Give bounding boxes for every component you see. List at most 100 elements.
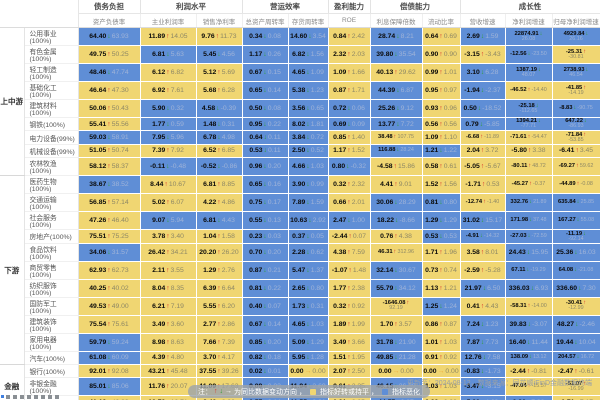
metric-prev-value: 92.19 xyxy=(389,305,403,312)
metric-prev-value: 46.54 xyxy=(569,71,583,78)
metric-value: -71.61 xyxy=(510,134,527,141)
metric-prev-value: 2.86 xyxy=(221,320,235,328)
metric-prev-value: 0.06 xyxy=(351,105,365,112)
metric-prev-value: 1.66 xyxy=(351,69,365,76)
up-arrow-icon: ↑ xyxy=(107,284,111,292)
down-arrow-icon: ↓ xyxy=(479,120,484,128)
metric-cell: -47.04↑-15.57 xyxy=(505,377,553,397)
metric-value: 39.83 xyxy=(509,320,527,328)
metric-prev-value: 34.12 xyxy=(398,284,416,292)
metric-value: 49.75 xyxy=(89,51,107,58)
metric-value: 4.65 xyxy=(292,320,306,328)
metric-cell: 635.84↓25.85 xyxy=(552,193,600,213)
metric-cell: 0.02↓0.01 xyxy=(242,364,289,379)
metric-cell: 4.38↑7.59 xyxy=(328,243,371,262)
metric-prev-value: 31.57 xyxy=(111,248,129,256)
metric-value: 8.44 xyxy=(150,181,164,189)
metric-prev-value: 0.26 xyxy=(267,51,281,58)
metric-prev-value: -3.07 xyxy=(531,320,548,328)
down-arrow-icon: ↓ xyxy=(306,266,310,274)
up-arrow-icon: ↑ xyxy=(166,284,170,292)
metric-value: 0.96 xyxy=(249,163,263,171)
metric-prev-value: 1.48 xyxy=(352,266,367,274)
metric-value: 4929.84 xyxy=(563,30,585,37)
metric-prev-value: 28.24 xyxy=(400,147,414,154)
metric-prev-value: 1.56 xyxy=(443,181,457,189)
metric-prev-value: 7.61 xyxy=(170,87,184,94)
down-arrow-icon: ↓ xyxy=(263,181,267,189)
metric-cell: 58.12↑58.37 xyxy=(78,157,141,177)
metric-value: 0.40 xyxy=(249,302,263,310)
up-arrow-icon: ↑ xyxy=(217,284,221,292)
down-arrow-icon: ↓ xyxy=(477,105,482,112)
metric-cell: 1.04↑1.58 xyxy=(196,229,243,244)
metric-prev-value: 3.40 xyxy=(170,232,184,240)
metric-value: 0.81 xyxy=(425,199,439,207)
down-arrow-icon: ↓ xyxy=(576,217,580,224)
metric-cell: 19.44↓10.04 xyxy=(552,333,600,352)
metric-prev-value: 7.39 xyxy=(221,338,235,346)
up-arrow-icon: ↑ xyxy=(347,69,351,76)
metric-cell: 40.13↑29.62 xyxy=(370,63,423,82)
metric-value: 6.82 xyxy=(292,51,306,58)
metric-value: -5.80 xyxy=(511,147,527,155)
metric-value: 167.27 xyxy=(557,217,576,224)
up-arrow-icon: ↑ xyxy=(394,181,398,189)
metric-prev-value: -3.43 xyxy=(485,51,501,58)
up-arrow-icon: ↑ xyxy=(406,300,410,307)
up-arrow-icon: ↑ xyxy=(527,87,531,93)
metric-value: 3.58 xyxy=(466,248,480,256)
metric-prev-value: 1.40 xyxy=(351,134,365,142)
metric-prev-value: 1.96 xyxy=(443,248,457,256)
metric-prev-value: -16.99 xyxy=(568,386,584,393)
metric-cell: 6.52↑6.85 xyxy=(196,144,243,159)
metric-value: 34.06 xyxy=(89,248,107,256)
metric-cell: 11.76↑20.07 xyxy=(140,377,197,397)
legend: 注： ↑ ↓ → 为同比数据变动方向 ， 指标好转或持平 ， 指标恶化 xyxy=(188,385,430,398)
metric-value: 0.34 xyxy=(249,33,263,40)
metric-cell: 39.80↓35.54 xyxy=(370,45,423,64)
metric-prev-value: 0.61 xyxy=(443,163,457,171)
metric-prev-value: 0.03 xyxy=(267,232,281,240)
metric-value: 50.06 xyxy=(89,105,107,112)
metric-cell: 4.65↓1.09 xyxy=(288,63,329,82)
metric-prev-value: 0.15 xyxy=(267,69,281,76)
up-arrow-icon: ↑ xyxy=(439,134,443,142)
metric-value: 32.14 xyxy=(376,266,394,274)
metric-value: 0.99 xyxy=(425,69,439,76)
metric-prev-value: 1.03 xyxy=(310,163,324,171)
metric-cell: 0.50↓0.08 xyxy=(242,99,289,118)
up-arrow-icon: ↑ xyxy=(394,320,398,328)
metric-cell: 4.39↑4.80 xyxy=(140,351,197,365)
metric-prev-value: 11.44 xyxy=(531,338,548,346)
metric-cell: 55.79↓34.12 xyxy=(370,279,423,298)
metric-cell: 28.74↓8.21 xyxy=(370,27,423,46)
metric-value: -41.85 xyxy=(565,84,583,91)
table-row: 汽车(100%) 61.08↓60.09 4.39↑4.80 3.70↑4.17 0.8… xyxy=(0,351,600,365)
down-arrow-icon: ↓ xyxy=(263,232,267,240)
column-header: 主业利润率 xyxy=(140,13,197,28)
metric-cell: 204.57↓16.72 xyxy=(552,351,600,365)
up-arrow-icon: ↑ xyxy=(576,181,580,188)
metric-cell: 0.34↓0.08 xyxy=(242,27,289,46)
up-arrow-icon: ↑ xyxy=(348,266,352,274)
metric-cell: 50.06↑50.43 xyxy=(78,99,141,118)
metric-value: -5.05 xyxy=(464,163,480,171)
down-arrow-icon: ↓ xyxy=(263,302,267,310)
metric-prev-value: -21.08 xyxy=(578,266,594,273)
metric-prev-value: 49.00 xyxy=(111,302,129,310)
metric-value: 0.85 xyxy=(333,134,347,142)
down-arrow-icon: ↓ xyxy=(263,69,267,76)
metric-cell: 1.03↑1.03 xyxy=(422,377,461,397)
metric-cell: 38.48↑107.75 xyxy=(370,130,423,145)
metric-prev-value: 1.10 xyxy=(443,134,457,142)
metric-value: 1.17 xyxy=(333,147,347,155)
metric-prev-value: -19.29 xyxy=(530,266,546,273)
metric-prev-value: -54.47 xyxy=(531,134,547,141)
metric-prev-value: 1.52 xyxy=(351,147,365,155)
metric-prev-value: 15.86 xyxy=(397,163,415,171)
metric-value: 75.51 xyxy=(89,232,107,240)
up-arrow-icon: ↑ xyxy=(480,147,485,155)
metric-cell: 336.60↓7.30 xyxy=(552,279,600,298)
metric-cell: 75.54↑75.61 xyxy=(78,315,141,334)
